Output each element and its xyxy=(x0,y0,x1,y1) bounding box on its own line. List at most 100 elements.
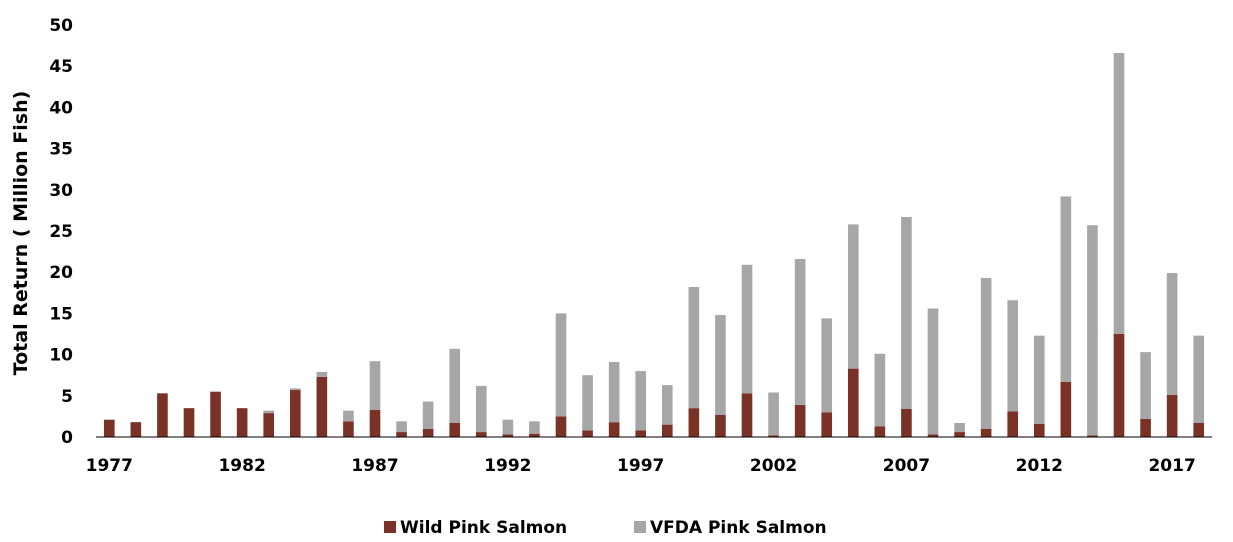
bar-wild-2002 xyxy=(768,435,779,437)
y-axis-title: Total Return ( Million Fish) xyxy=(10,91,32,376)
y-tick-label: 25 xyxy=(49,222,73,242)
bar-wild-1988 xyxy=(396,432,407,437)
bar-wild-1993 xyxy=(529,433,540,437)
y-tick-label: 10 xyxy=(49,346,73,366)
bar-wild-2004 xyxy=(821,412,833,437)
bar-vfda-2018 xyxy=(1193,335,1205,423)
bar-vfda-2005 xyxy=(847,224,859,369)
bar-vfda-2014 xyxy=(1087,225,1098,436)
bar-wild-2012 xyxy=(1033,423,1045,437)
bar-vfda-2000 xyxy=(715,315,726,415)
bar-wild-1983 xyxy=(263,413,275,437)
x-tick-label: 1992 xyxy=(484,456,531,476)
legend-swatch-1 xyxy=(634,521,646,533)
bar-vfda-2017 xyxy=(1166,273,1178,395)
bar-vfda-2013 xyxy=(1060,196,1072,382)
bar-wild-1998 xyxy=(661,424,673,437)
bar-wild-2011 xyxy=(1007,411,1019,437)
bar-wild-1977 xyxy=(103,419,115,437)
bar-wild-2015 xyxy=(1113,334,1125,437)
bar-wild-1980 xyxy=(183,408,195,437)
bar-vfda-2009 xyxy=(954,422,965,433)
x-axis-ticks: 1977 1982 1987 1992 1997 2002 2007 2012 2017 xyxy=(86,456,1196,476)
bar-vfda-1983 xyxy=(263,410,275,414)
x-tick-label: 2012 xyxy=(1016,456,1063,476)
bar-wild-1987 xyxy=(369,409,381,437)
x-tick-label: 2017 xyxy=(1148,456,1195,476)
bar-vfda-1984 xyxy=(289,388,301,391)
bar-vfda-1996 xyxy=(608,362,620,423)
bar-wild-2016 xyxy=(1140,418,1151,437)
bar-wild-2014 xyxy=(1087,435,1098,437)
bar-wild-1996 xyxy=(608,422,620,437)
x-tick-label: 2007 xyxy=(883,456,930,476)
bar-vfda-1992 xyxy=(502,419,514,435)
y-axis-ticks: 0 5 10 15 20 25 30 35 40 45 50 xyxy=(49,16,73,448)
legend-label-1: VFDA Pink Salmon xyxy=(650,518,827,538)
bar-wild-1979 xyxy=(157,393,168,437)
bar-wild-2018 xyxy=(1193,422,1205,437)
x-tick-label: 1997 xyxy=(617,456,664,476)
bar-vfda-2007 xyxy=(901,216,912,409)
bar-vfda-1985 xyxy=(316,371,328,377)
bar-wild-1990 xyxy=(449,422,461,437)
y-tick-label: 45 xyxy=(49,57,73,77)
bar-wild-1994 xyxy=(555,416,567,437)
bar-vfda-2008 xyxy=(927,308,939,435)
bar-wild-2000 xyxy=(715,414,726,437)
x-tick-label: 1987 xyxy=(351,456,398,476)
legend-swatch-0 xyxy=(384,521,396,533)
bar-vfda-1988 xyxy=(396,421,407,433)
bar-vfda-2004 xyxy=(821,318,833,413)
legend-label-0: Wild Pink Salmon xyxy=(400,518,567,538)
y-tick-label: 5 xyxy=(61,387,73,407)
bar-wild-2003 xyxy=(794,404,806,437)
y-tick-label: 0 xyxy=(61,428,73,448)
bar-wild-1978 xyxy=(130,422,142,437)
bar-vfda-2006 xyxy=(874,353,886,427)
bar-vfda-1991 xyxy=(475,385,487,433)
bar-vfda-2003 xyxy=(794,259,806,405)
y-tick-label: 30 xyxy=(49,181,73,201)
bar-wild-1985 xyxy=(316,376,328,437)
bar-vfda-2015 xyxy=(1113,53,1125,335)
bar-vfda-1990 xyxy=(449,348,461,423)
bar-wild-2008 xyxy=(927,434,939,437)
bar-wild-2007 xyxy=(901,408,912,437)
bar-wild-2001 xyxy=(741,393,753,437)
bar-vfda-1999 xyxy=(688,287,700,409)
y-tick-label: 15 xyxy=(49,304,73,324)
bar-vfda-1989 xyxy=(422,401,434,429)
bar-vfda-1998 xyxy=(661,385,673,425)
bar-vfda-1997 xyxy=(635,371,647,431)
bar-wild-2017 xyxy=(1166,394,1178,437)
bar-vfda-2010 xyxy=(980,277,992,429)
x-tick-label: 2002 xyxy=(750,456,797,476)
bar-vfda-1986 xyxy=(343,410,354,422)
y-tick-label: 50 xyxy=(49,16,73,36)
bar-wild-1989 xyxy=(422,428,434,437)
bar-wild-1986 xyxy=(343,421,354,437)
bar-vfda-1993 xyxy=(529,421,540,434)
bar-wild-1995 xyxy=(582,430,593,437)
y-tick-label: 35 xyxy=(49,140,73,160)
bar-vfda-1987 xyxy=(369,361,381,410)
bar-vfda-1994 xyxy=(555,313,567,417)
bar-wild-1992 xyxy=(502,434,514,437)
bar-wild-1981 xyxy=(210,391,221,437)
bar-vfda-2001 xyxy=(741,264,753,394)
legend: Wild Pink Salmon VFDA Pink Salmon xyxy=(384,518,827,538)
bar-wild-1991 xyxy=(475,432,487,437)
bars xyxy=(103,53,1205,437)
x-tick-label: 1982 xyxy=(218,456,265,476)
bar-wild-1982 xyxy=(236,408,248,437)
bar-wild-2009 xyxy=(954,432,965,437)
bar-vfda-2016 xyxy=(1140,352,1151,419)
bar-wild-2013 xyxy=(1060,381,1072,437)
x-tick-label: 1977 xyxy=(86,456,133,476)
bar-wild-2005 xyxy=(847,368,859,437)
bar-wild-1999 xyxy=(688,408,700,437)
y-tick-label: 40 xyxy=(49,98,73,118)
